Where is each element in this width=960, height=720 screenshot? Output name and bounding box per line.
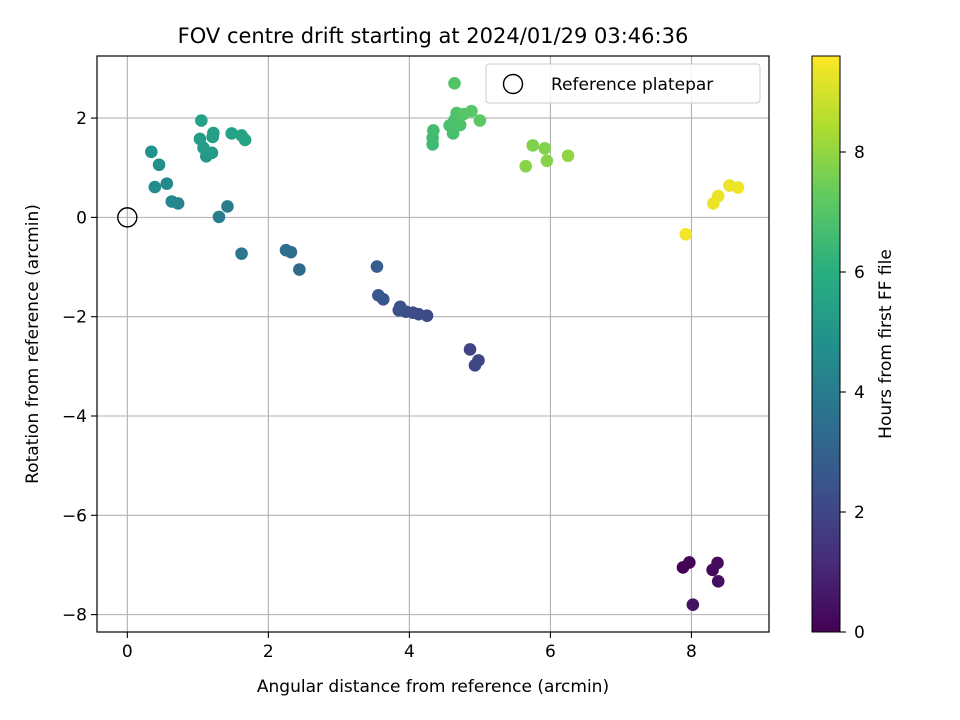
plot-frame [96,55,770,633]
data-point [679,227,693,241]
x-tick-label: 2 [263,642,274,662]
data-point [221,200,234,213]
data-point [235,247,248,260]
data-point [686,598,700,611]
y-tick-label: −4 [62,407,87,427]
data-point [683,556,696,569]
chart-title: FOV centre drift starting at 2024/01/29 … [178,24,689,48]
data-point [370,260,384,273]
y-tick-label: 0 [76,208,87,228]
data-point [561,149,575,163]
x-tick-label: 4 [404,642,415,662]
legend-box [485,63,761,104]
legend-reference-marker [502,73,524,95]
data-point [144,145,158,159]
colorbar-tick-label: 0 [854,623,865,643]
y-tick-label: −2 [62,308,87,328]
data-point [463,343,477,356]
colorbar-tick-label: 6 [854,263,865,283]
data-points [144,77,745,611]
y-tick-label: −6 [62,506,87,526]
y-axis-ticks: −8 −6 −4 −2 0 2 [62,109,97,626]
x-axis-ticks: 0 2 4 6 8 [122,632,697,662]
data-point [711,556,724,570]
x-tick-label: 6 [545,642,556,662]
reference-marker [117,207,138,228]
data-point [148,180,162,194]
legend-label: Reference platepar [551,75,713,95]
data-point [160,177,174,190]
data-point [711,575,725,588]
data-point [293,263,306,276]
reference-point [117,207,138,228]
colorbar-ticks: 0 2 4 6 8 [840,143,865,643]
data-point [453,118,467,132]
data-point [207,126,220,140]
x-tick-label: 8 [686,642,697,662]
colorbar-label: Hours from first FF file [876,249,896,439]
data-point [193,132,207,146]
y-tick-label: 2 [76,109,87,129]
data-point [468,359,482,372]
data-point [393,300,407,314]
data-point [448,77,461,90]
x-axis-label: Angular distance from reference (arcmin) [257,677,609,697]
legend: Reference platepar [485,63,761,104]
data-point [212,210,226,224]
data-point [711,189,725,203]
colorbar-tick-label: 4 [854,383,865,403]
data-point [526,139,540,152]
data-point [427,124,440,137]
colorbar [811,55,841,633]
x-tick-label: 0 [122,642,133,662]
data-point [238,133,252,147]
data-point [372,289,385,302]
data-point [152,158,166,172]
data-point [279,243,293,257]
data-point [731,181,745,194]
data-point [165,195,179,208]
data-point [225,127,238,140]
colorbar-tick-label: 2 [854,503,865,523]
data-point [538,142,552,155]
y-tick-label: −8 [62,606,87,626]
y-axis-label: Rotation from reference (arcmin) [23,204,43,484]
colorbar-tick-label: 8 [854,143,865,163]
data-point [473,114,487,127]
data-point [465,104,478,118]
data-point [519,159,533,173]
data-point [540,154,554,168]
data-point [195,114,208,127]
